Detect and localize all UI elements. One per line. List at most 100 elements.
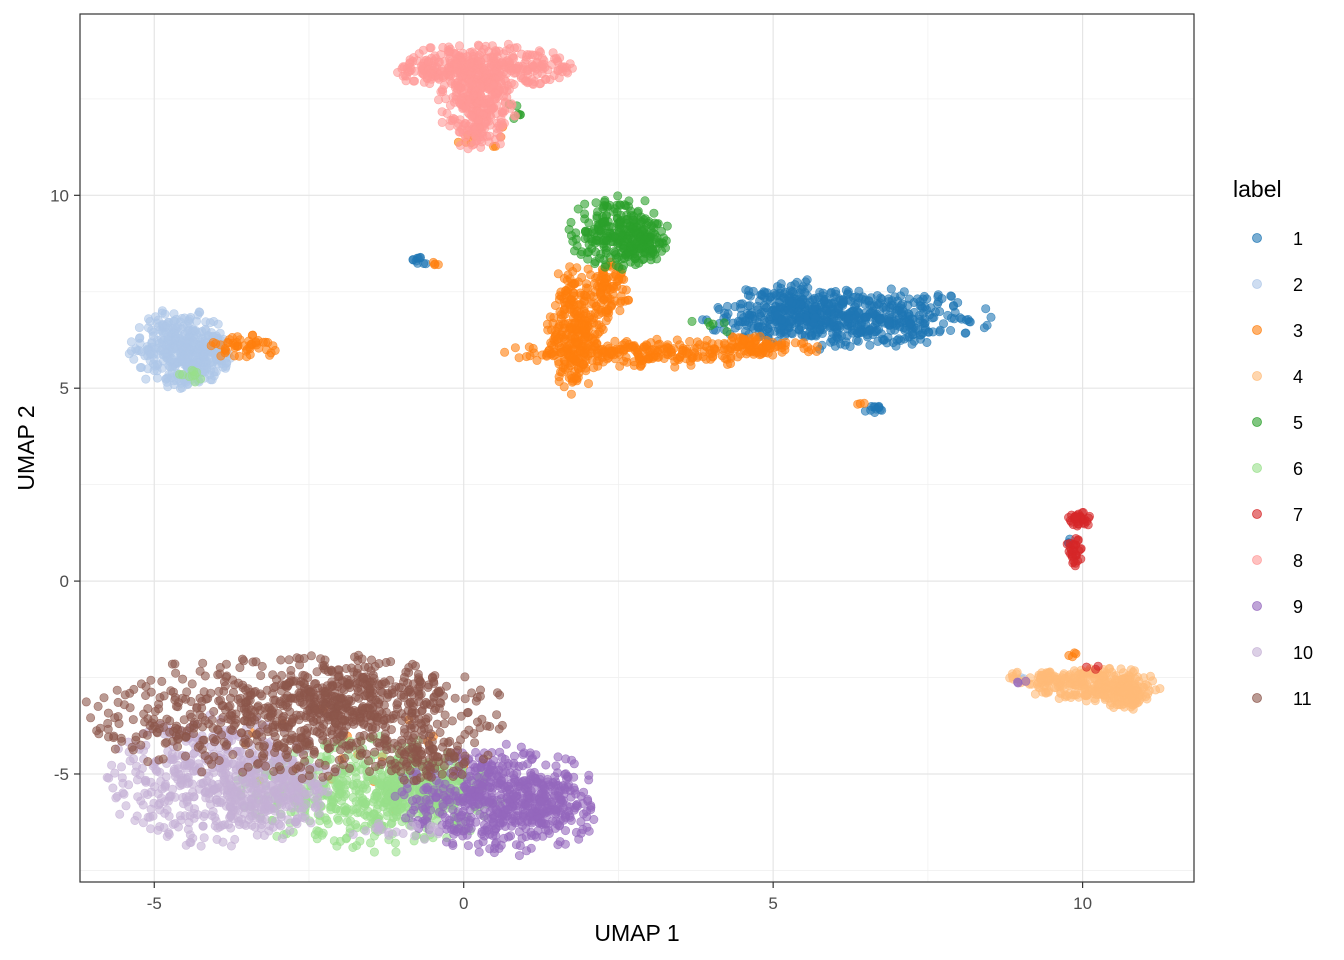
- data-point: [946, 291, 956, 301]
- data-point: [572, 801, 582, 811]
- data-points: [81, 39, 1165, 861]
- data-point: [161, 322, 171, 332]
- data-point: [555, 347, 565, 357]
- data-point: [484, 97, 494, 107]
- data-point: [137, 347, 147, 357]
- data-point: [897, 299, 907, 309]
- data-point: [685, 336, 695, 346]
- data-point: [561, 754, 571, 764]
- data-point: [865, 340, 875, 350]
- data-point: [770, 342, 780, 352]
- data-point: [463, 841, 473, 851]
- data-point: [452, 827, 462, 837]
- data-point: [482, 826, 492, 836]
- data-point: [213, 319, 223, 329]
- data-point: [820, 294, 830, 304]
- data-point: [488, 817, 498, 827]
- data-point: [777, 315, 787, 325]
- data-point: [331, 804, 341, 814]
- data-point: [803, 347, 813, 357]
- data-point: [1071, 512, 1081, 522]
- data-point: [566, 815, 576, 825]
- data-point: [523, 759, 533, 769]
- data-point: [979, 323, 989, 333]
- data-point: [456, 94, 466, 104]
- data-point: [703, 317, 713, 327]
- data-point: [153, 825, 163, 835]
- data-point: [468, 90, 478, 100]
- data-point: [392, 807, 402, 817]
- data-point: [162, 377, 172, 387]
- data-point: [613, 191, 623, 201]
- data-point: [1083, 520, 1093, 530]
- data-point: [860, 406, 870, 416]
- data-point: [164, 829, 174, 839]
- data-point: [596, 322, 606, 332]
- data-point: [477, 781, 487, 791]
- data-point: [790, 280, 800, 290]
- data-point: [713, 302, 723, 312]
- data-point: [918, 294, 928, 304]
- data-point: [873, 336, 883, 346]
- data-point: [609, 350, 619, 360]
- data-point: [756, 290, 766, 300]
- series-1-points: [408, 252, 1075, 548]
- data-point: [578, 359, 588, 369]
- data-point: [415, 252, 425, 262]
- data-point: [532, 777, 542, 787]
- data-point: [615, 306, 625, 316]
- data-point: [748, 286, 758, 296]
- data-point: [887, 296, 897, 306]
- data-point: [948, 300, 958, 310]
- data-point: [769, 288, 779, 298]
- data-point: [1078, 675, 1088, 685]
- data-point: [230, 341, 240, 351]
- data-point: [317, 830, 327, 840]
- data-point: [268, 341, 278, 351]
- data-point: [722, 301, 732, 311]
- data-point: [1130, 699, 1140, 709]
- data-point: [141, 374, 151, 384]
- data-point: [474, 847, 484, 857]
- data-point: [334, 815, 344, 825]
- data-point: [884, 313, 894, 323]
- data-point: [439, 790, 449, 800]
- data-point: [510, 777, 520, 787]
- data-point: [523, 800, 533, 810]
- data-point: [615, 200, 625, 210]
- data-point: [521, 823, 531, 833]
- data-point: [785, 286, 795, 296]
- data-point: [194, 344, 204, 354]
- data-point: [519, 748, 529, 758]
- data-point: [594, 309, 604, 319]
- data-point: [583, 227, 593, 237]
- data-point: [421, 783, 431, 793]
- data-point: [118, 778, 128, 788]
- data-point: [569, 291, 579, 301]
- data-point: [876, 293, 886, 303]
- data-point: [874, 401, 884, 411]
- data-point: [650, 345, 660, 355]
- data-point: [599, 197, 609, 207]
- data-point: [518, 812, 528, 822]
- data-point: [521, 352, 531, 362]
- data-point: [584, 770, 594, 780]
- data-point: [500, 347, 510, 357]
- data-point: [1108, 679, 1118, 689]
- data-point: [806, 331, 816, 341]
- data-point: [560, 309, 570, 319]
- data-point: [497, 106, 507, 116]
- data-point: [777, 347, 787, 357]
- data-point: [407, 796, 417, 806]
- data-point: [470, 124, 480, 134]
- data-point: [365, 838, 375, 848]
- data-point: [484, 131, 494, 141]
- data-point: [728, 340, 738, 350]
- data-point: [461, 103, 471, 113]
- data-point: [741, 349, 751, 359]
- data-point: [452, 60, 462, 70]
- data-point: [501, 739, 511, 749]
- data-point: [506, 99, 516, 109]
- data-point: [527, 831, 537, 841]
- data-point: [351, 785, 361, 795]
